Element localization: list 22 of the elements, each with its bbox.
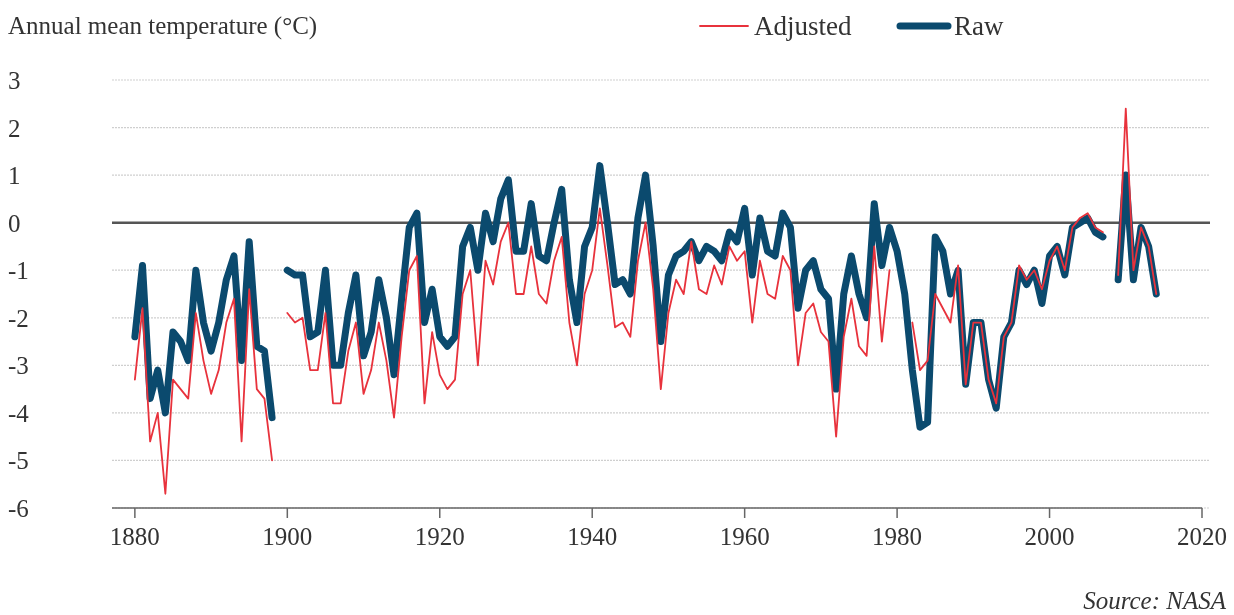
y-tick-label: -1 [8,257,29,285]
x-tick-label: 2000 [1024,523,1075,550]
y-tick-label: -5 [8,447,29,475]
y-tick-label: 2 [8,114,21,142]
x-tick-label: 2020 [1177,523,1227,550]
x-tick-label: 1920 [414,523,465,550]
legend-label: Raw [954,11,1004,41]
y-tick-label: -4 [8,399,30,427]
y-tick-label: 1 [8,162,21,190]
y-axis-title: Annual mean temperature (°C) [8,12,318,40]
source-note: Source: NASA [1083,587,1227,614]
legend-label: Adjusted [754,11,852,41]
x-tick-label: 1900 [262,523,313,550]
y-tick-label: -6 [8,495,29,522]
y-tick-label: 3 [8,67,21,94]
x-tick-label: 1960 [719,523,770,550]
x-tick-label: 1880 [109,523,160,550]
y-tick-label: -3 [8,352,29,380]
x-tick-label: 1980 [872,523,923,550]
x-tick-label: 1940 [567,523,618,550]
y-tick-label: -2 [8,304,29,332]
y-tick-label: 0 [8,209,21,237]
